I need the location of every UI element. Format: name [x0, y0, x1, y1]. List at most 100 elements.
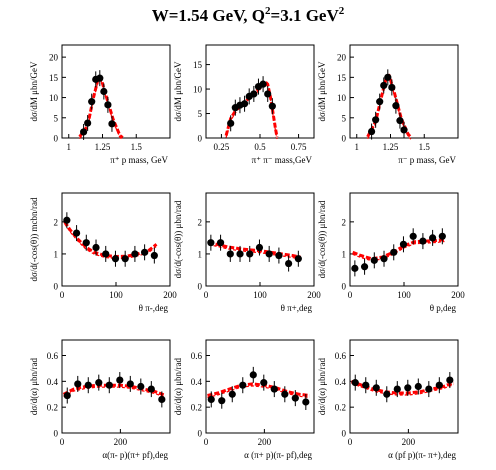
- data-point: [275, 251, 283, 260]
- data-point: [438, 232, 446, 240]
- chart-panel-7: 0 0.2 0.4 0.6 0 200 α(π- p)(π+ pf),deg dσ/d(α) …: [29, 339, 171, 460]
- data-point: [74, 380, 82, 388]
- plot-frame: [349, 339, 459, 434]
- data-point: [376, 98, 384, 106]
- chart-panel-3: 0 5 10 15 20 1 1.25 1.5 π⁻ p mass, GeV dσ/dM μbn/…: [317, 44, 459, 165]
- x-axis-label: θ π+,deg: [281, 303, 313, 313]
- y-tick-label: 1: [342, 249, 347, 259]
- data-point: [227, 119, 235, 127]
- x-tick-label: 0.5: [254, 142, 266, 152]
- y-tick-label: 0: [54, 429, 59, 439]
- data-point: [63, 391, 71, 400]
- y-tick-label: 1: [198, 249, 203, 259]
- y-tick-label: 0.4: [47, 377, 59, 387]
- x-tick-label: 1.5: [131, 142, 143, 152]
- data-point: [393, 385, 401, 393]
- data-point: [414, 382, 422, 391]
- data-point: [351, 379, 359, 387]
- x-tick-label: 200: [258, 437, 272, 447]
- data-point: [396, 117, 404, 125]
- data-point: [228, 390, 236, 398]
- x-tick-label: 0: [60, 290, 65, 300]
- x-tick-label: 0: [348, 437, 353, 447]
- data-point: [380, 81, 388, 90]
- x-axis-label: α(π- p)(π+ pf),deg: [102, 450, 168, 460]
- data-point: [82, 239, 90, 247]
- x-tick-label: 200: [307, 290, 321, 300]
- plot-frame: [61, 339, 171, 434]
- data-point: [370, 256, 378, 264]
- data-point: [218, 397, 226, 405]
- x-tick-label: 0: [60, 437, 65, 447]
- data-point: [265, 250, 273, 258]
- y-tick-label: 0: [54, 282, 59, 292]
- y-tick-label: 2: [54, 217, 59, 227]
- data-point: [100, 87, 108, 96]
- y-axis-label: dσ/d(-cos(θ)) μbn/rad: [173, 200, 183, 278]
- x-tick-label: 0.25: [214, 142, 230, 152]
- data-point: [268, 102, 276, 110]
- data-point: [141, 248, 149, 256]
- model-band-edge: [351, 382, 454, 396]
- x-axis-label: θ π-,deg: [139, 303, 169, 313]
- y-tick-label: 0.2: [335, 403, 346, 413]
- model-curve: [208, 241, 301, 259]
- y-tick-label: 20: [337, 53, 347, 63]
- data-point: [92, 243, 100, 252]
- data-point: [388, 83, 396, 92]
- data-point: [409, 232, 417, 240]
- y-tick-label: 0.4: [191, 377, 203, 387]
- data-point: [131, 250, 139, 258]
- y-axis-label: dσ/d(-cos(θ)) μbn/rad: [317, 200, 327, 278]
- data-point: [249, 371, 257, 379]
- data-point: [226, 250, 234, 258]
- chart-panel-9: 0 0.2 0.4 0.6 0 200 α (pf p)(π- π+),deg dσ/d(α)…: [317, 339, 459, 460]
- data-point: [104, 101, 112, 109]
- data-point: [105, 381, 113, 389]
- y-tick-label: 0.6: [47, 351, 59, 361]
- y-tick-label: 1: [54, 249, 59, 259]
- x-tick-label: 1.25: [383, 142, 399, 152]
- data-point: [270, 385, 278, 393]
- data-point: [80, 128, 88, 136]
- y-tick-label: 10: [193, 85, 203, 95]
- y-axis-label: dσ/d(-cos(θ)) mcbn/rad: [29, 197, 39, 281]
- data-point: [281, 390, 289, 398]
- data-point: [150, 251, 158, 260]
- x-axis-label: π⁺ p mass, GeV: [110, 155, 168, 165]
- x-axis-label: π⁺ π⁻ mass,GeV: [252, 155, 313, 165]
- data-point: [72, 229, 81, 237]
- model-curve: [352, 238, 445, 261]
- plot-frame: [205, 44, 315, 139]
- data-point: [400, 126, 408, 134]
- data-point: [302, 398, 310, 406]
- data-point: [425, 385, 433, 393]
- data-point: [116, 376, 124, 384]
- x-tick-label: 0: [348, 290, 353, 300]
- chart-panel-1: 0 5 10 15 20 1 1.25 1.5 π⁺ p mass, GeV dσ/dM μbn/…: [29, 44, 171, 165]
- data-point: [404, 384, 412, 392]
- x-axis-label: α (π+ p)(π- pf),deg: [244, 450, 312, 460]
- data-point: [291, 394, 299, 402]
- data-point: [429, 234, 437, 242]
- y-tick-label: 0: [198, 282, 203, 292]
- data-point: [207, 395, 215, 404]
- chart-panel-6: 0 1 2 0 100 200 θ p,deg dσ/d(-cos(θ)) μbn/rad: [317, 192, 465, 313]
- y-tick-label: 0: [198, 134, 203, 144]
- y-tick-label: 0.6: [191, 351, 203, 361]
- x-axis-label: π⁻ p mass, GeV: [398, 155, 456, 165]
- y-tick-label: 2: [198, 217, 203, 227]
- y-axis-label: dσ/dM μbn/GeV: [29, 61, 39, 121]
- data-point: [147, 385, 155, 393]
- x-axis-label: α (pf p)(π- π+),deg: [388, 450, 456, 460]
- data-point: [368, 127, 376, 136]
- chart-panel-4: 0 1 2 0 100 200 θ π-,deg dσ/d(-cos(θ)) mcbn/rad: [29, 192, 177, 313]
- plot-frame: [349, 44, 459, 139]
- y-tick-label: 10: [49, 93, 59, 103]
- data-point: [84, 381, 92, 389]
- x-tick-label: 1: [355, 142, 360, 152]
- data-point: [96, 74, 104, 82]
- y-tick-label: 0.2: [191, 403, 202, 413]
